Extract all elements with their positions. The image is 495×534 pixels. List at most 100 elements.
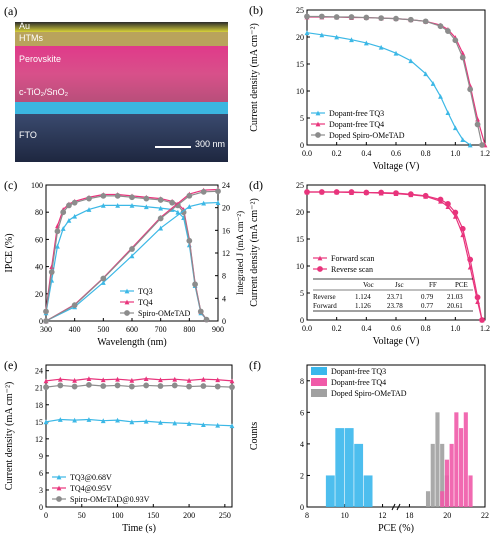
y-tick-label: 24 bbox=[35, 367, 43, 376]
etl-label: c-TiO₂/SnO₂ bbox=[19, 87, 69, 97]
legend-label: Doped Spiro-OMeTAD bbox=[329, 131, 405, 140]
data-point bbox=[378, 44, 384, 50]
data-point bbox=[445, 201, 451, 207]
panel-a-label: (a) bbox=[4, 4, 18, 18]
data-point bbox=[55, 243, 60, 249]
au-label: Au bbox=[19, 22, 31, 31]
y2-axis-label: Integrated J (mA cm⁻²) bbox=[235, 211, 245, 295]
data-point bbox=[479, 317, 485, 323]
histogram-bar bbox=[335, 428, 345, 507]
data-point bbox=[43, 378, 49, 384]
etl-layer bbox=[15, 102, 228, 114]
table-cell: 0.77 bbox=[421, 302, 434, 310]
y-tick-label: 5 bbox=[300, 289, 304, 298]
data-point bbox=[186, 383, 192, 390]
y2-tick-label: 8 bbox=[222, 272, 226, 281]
data-point bbox=[378, 189, 385, 196]
data-point bbox=[43, 419, 49, 425]
data-point bbox=[393, 15, 399, 22]
y-tick-label: 10 bbox=[296, 262, 304, 271]
legend-label: Spiro-OMeTAD bbox=[138, 309, 190, 318]
data-point bbox=[186, 377, 192, 383]
y2-tick-label: 0 bbox=[222, 317, 226, 326]
data-point bbox=[348, 14, 355, 20]
data-point bbox=[57, 417, 63, 422]
data-point bbox=[171, 382, 178, 389]
data-point bbox=[467, 256, 474, 263]
table-header: FF bbox=[429, 281, 437, 289]
y2-tick-label: 12 bbox=[222, 249, 230, 258]
data-point bbox=[445, 110, 451, 115]
data-point bbox=[437, 23, 444, 30]
data-point bbox=[215, 377, 221, 383]
axis-break-mark bbox=[396, 503, 401, 511]
y-axis-label: Current density (mA cm⁻²) bbox=[249, 23, 260, 132]
data-point bbox=[459, 225, 466, 232]
x-tick-label: 0.2 bbox=[332, 324, 342, 333]
data-point bbox=[86, 195, 92, 202]
histogram-bar bbox=[454, 412, 459, 507]
data-point bbox=[319, 32, 325, 38]
x-tick-label: 400 bbox=[69, 325, 81, 334]
data-point bbox=[129, 246, 135, 252]
data-point bbox=[60, 209, 67, 216]
histogram-bar bbox=[363, 475, 373, 507]
fto-layer bbox=[15, 114, 228, 162]
histogram-bar bbox=[449, 443, 454, 507]
data-point bbox=[186, 237, 193, 244]
y2-tick-label: 20 bbox=[222, 204, 230, 213]
x-tick-label: 1.0 bbox=[450, 324, 460, 333]
y-tick-label: 15 bbox=[296, 60, 304, 69]
data-point bbox=[71, 199, 78, 206]
data-point bbox=[172, 376, 178, 382]
x-tick-label: 0.6 bbox=[391, 149, 401, 158]
data-point bbox=[422, 192, 429, 199]
legend-label: Spiro-OMeTAD@0.93V bbox=[70, 495, 150, 504]
data-point bbox=[215, 200, 221, 205]
legend-label: TQ4 bbox=[138, 298, 153, 307]
data-point bbox=[214, 383, 221, 390]
x-tick-label: 0.0 bbox=[302, 324, 312, 333]
legend-swatch bbox=[311, 378, 327, 386]
x-tick-label: 20 bbox=[443, 511, 451, 520]
panel-label: (f) bbox=[249, 358, 261, 372]
panel-label: (d) bbox=[249, 178, 263, 192]
data-point bbox=[186, 192, 193, 199]
legend-marker bbox=[124, 310, 130, 316]
data-point bbox=[452, 213, 458, 219]
y-tick-label: 0 bbox=[39, 317, 43, 326]
histogram-bar bbox=[463, 412, 468, 507]
data-point bbox=[100, 377, 106, 383]
plot-frame bbox=[45, 364, 233, 508]
histogram-bar bbox=[354, 443, 364, 507]
y-tick-label: 3 bbox=[39, 486, 43, 495]
series-line bbox=[45, 378, 233, 382]
perovskite-layer bbox=[15, 46, 228, 102]
scale-bar-label: 300 nm bbox=[195, 139, 226, 149]
panel-label: (b) bbox=[249, 3, 263, 17]
y-tick-label: 21 bbox=[35, 384, 43, 393]
y-tick-label: 5 bbox=[300, 114, 304, 123]
data-point bbox=[304, 13, 310, 20]
y-tick-label: 0 bbox=[300, 503, 304, 512]
x-tick-label: 0.8 bbox=[421, 149, 431, 158]
y-tick-label: 18 bbox=[35, 401, 43, 410]
data-point bbox=[467, 142, 473, 148]
data-point bbox=[423, 71, 429, 77]
legend-label: Dopant-free TQ3 bbox=[331, 367, 386, 376]
legend-label: Reverse scan bbox=[331, 265, 373, 274]
legend-label: Dopant-free TQ4 bbox=[329, 120, 384, 129]
x-axis-label: Voltage (V) bbox=[373, 161, 420, 172]
y-axis-label: Counts bbox=[249, 422, 260, 450]
data-point bbox=[158, 225, 164, 231]
data-point bbox=[143, 382, 150, 389]
table-header: Jsc bbox=[395, 281, 404, 289]
y-tick-label: 4 bbox=[300, 440, 304, 449]
data-point bbox=[86, 207, 92, 212]
data-point bbox=[71, 383, 78, 390]
y-tick-label: 6 bbox=[39, 469, 43, 478]
data-point bbox=[43, 384, 49, 391]
x-tick-label: 900 bbox=[212, 325, 224, 334]
data-point bbox=[175, 209, 181, 215]
data-point bbox=[129, 203, 135, 208]
